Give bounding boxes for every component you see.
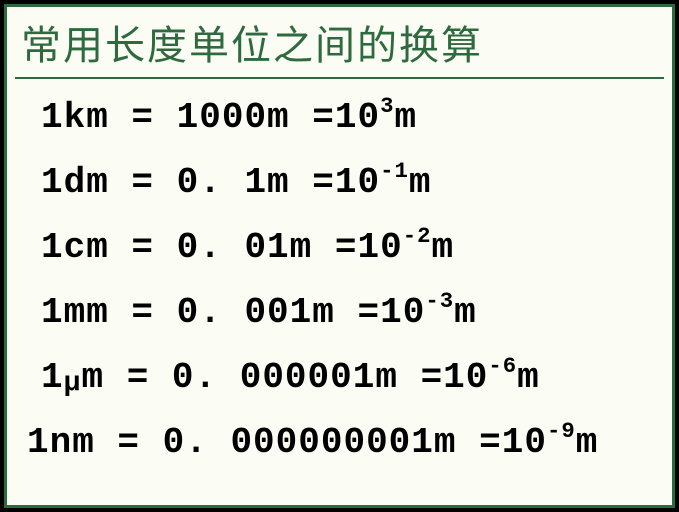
conversion-row: 1mm = 0. 001m =10-3m bbox=[41, 292, 664, 331]
equals: = bbox=[335, 227, 358, 268]
decimal-value: 0. 000001m bbox=[172, 357, 398, 398]
conversion-row: 1nm = 0. 000000001m =10-9m bbox=[27, 422, 664, 461]
ten: 10 bbox=[335, 162, 380, 203]
unit-m: m bbox=[431, 227, 454, 268]
unit-m: m bbox=[517, 357, 540, 398]
unit-m: m bbox=[409, 162, 432, 203]
gap bbox=[154, 292, 177, 333]
lhs-unit: 1km bbox=[41, 97, 109, 138]
ten: 10 bbox=[357, 227, 402, 268]
gap bbox=[109, 162, 132, 203]
decimal-value: 0. 000000001m bbox=[163, 422, 457, 463]
exponent: -6 bbox=[488, 353, 517, 379]
exponent: -3 bbox=[425, 288, 454, 314]
decimal-value: 1000m bbox=[177, 97, 290, 138]
gap bbox=[109, 227, 132, 268]
gap bbox=[95, 422, 118, 463]
conversion-row: 1km = 1000m =103m bbox=[41, 97, 664, 136]
equals: = bbox=[131, 292, 154, 333]
exponent: 3 bbox=[380, 93, 394, 119]
equals: = bbox=[357, 292, 380, 333]
unit-m: m bbox=[454, 292, 477, 333]
ten: 10 bbox=[380, 292, 425, 333]
slide: 常用长度单位之间的换算 1km = 1000m =103m 1dm = 0. 1… bbox=[4, 4, 675, 508]
conversion-row: 1μm = 0. 000001m =10-6m bbox=[41, 357, 664, 396]
equals: = bbox=[131, 162, 154, 203]
gap bbox=[290, 162, 313, 203]
title-container: 常用长度单位之间的换算 bbox=[15, 13, 664, 79]
decimal-value: 0. 01m bbox=[177, 227, 313, 268]
equals: = bbox=[312, 162, 335, 203]
gap bbox=[398, 357, 421, 398]
equals: = bbox=[479, 422, 502, 463]
gap bbox=[154, 97, 177, 138]
gap bbox=[104, 357, 127, 398]
decimal-value: 0. 001m bbox=[177, 292, 335, 333]
ten: 10 bbox=[443, 357, 488, 398]
decimal-value: 0. 1m bbox=[177, 162, 290, 203]
gap bbox=[140, 422, 163, 463]
gap bbox=[457, 422, 480, 463]
lhs-unit: 1mm bbox=[41, 292, 109, 333]
gap bbox=[290, 97, 313, 138]
gap bbox=[154, 162, 177, 203]
conversion-row: 1cm = 0. 01m =10-2m bbox=[41, 227, 664, 266]
gap bbox=[109, 292, 132, 333]
equals: = bbox=[131, 227, 154, 268]
gap bbox=[149, 357, 172, 398]
gap bbox=[335, 292, 358, 333]
conversion-list: 1km = 1000m =103m 1dm = 0. 1m =10-1m 1cm… bbox=[15, 97, 664, 461]
unit-m: m bbox=[395, 97, 418, 138]
page-title: 常用长度单位之间的换算 bbox=[21, 13, 658, 71]
ten: 10 bbox=[502, 422, 547, 463]
unit-m: m bbox=[576, 422, 599, 463]
mu-glyph: μ bbox=[64, 368, 82, 399]
gap bbox=[154, 227, 177, 268]
lhs-unit: 1μm bbox=[41, 357, 104, 398]
exponent: -9 bbox=[547, 418, 576, 444]
exponent: -1 bbox=[380, 158, 409, 184]
conversion-row: 1dm = 0. 1m =10-1m bbox=[41, 162, 664, 201]
lhs-unit: 1nm bbox=[27, 422, 95, 463]
lhs-unit: 1cm bbox=[41, 227, 109, 268]
gap bbox=[109, 97, 132, 138]
lhs-unit: 1dm bbox=[41, 162, 109, 203]
equals: = bbox=[312, 97, 335, 138]
equals: = bbox=[117, 422, 140, 463]
equals: = bbox=[421, 357, 444, 398]
equals: = bbox=[131, 97, 154, 138]
ten: 10 bbox=[335, 97, 380, 138]
exponent: -2 bbox=[403, 223, 432, 249]
equals: = bbox=[127, 357, 150, 398]
gap bbox=[312, 227, 335, 268]
